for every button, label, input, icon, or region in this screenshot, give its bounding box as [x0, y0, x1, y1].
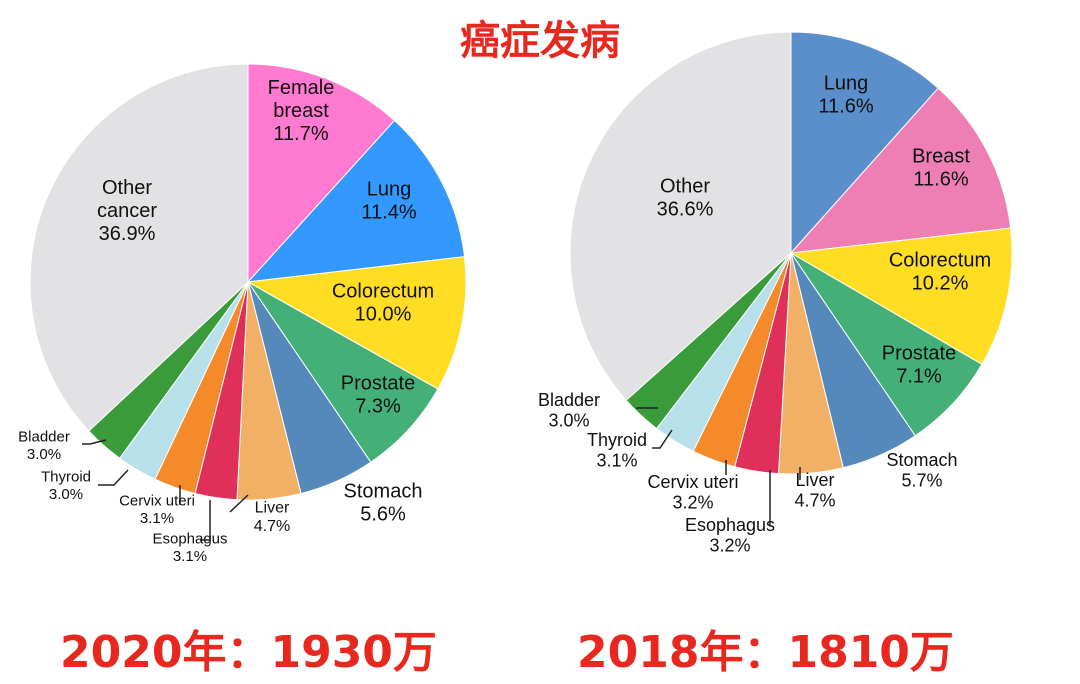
caption-2020: 2020年：1930万: [60, 627, 437, 678]
pie2020-slice-female-breast: [247, 63, 396, 284]
pie2018-label-esophagus: Esophagus 3.2%: [685, 515, 775, 556]
pie2018-label-liver: Liver 4.7%: [794, 470, 835, 511]
pie2020-label-other-cancer: Other cancer 36.9%: [97, 177, 157, 245]
pie2018-label-cervix-uteri: Cervix uteri 3.2%: [647, 472, 738, 513]
pie2018-slice-colorectum: [789, 227, 1013, 365]
pie2018-slice-breast: [789, 87, 1012, 254]
pie2020-leader-esophagus: [200, 500, 211, 541]
pie2020-label-colorectum: Colorectum 10.0%: [332, 281, 434, 326]
pie2018-label-other: Other 36.6%: [657, 176, 714, 221]
pie2020-label-female-breast: Female breast 11.7%: [268, 77, 335, 145]
pie2018-slice-other: [569, 31, 792, 401]
pie2020-label-liver: Liver 4.7%: [254, 499, 290, 534]
pie2018-leader-thyroid: [652, 429, 673, 449]
pie2020-label-prostate: Prostate 7.3%: [341, 373, 415, 418]
pie2020-label-lung: Lung 11.4%: [361, 179, 416, 224]
pie2018-label-thyroid: Thyroid 3.1%: [587, 430, 647, 471]
pie2018-label-stomach: Stomach 5.7%: [886, 450, 957, 491]
pie2018-slice-lung: [790, 31, 939, 255]
pie2020-slices: [29, 63, 467, 501]
pie2018-label-breast: Breast 11.6%: [912, 146, 970, 191]
pie2020-slice-prostate: [247, 281, 439, 463]
pie2018-label-bladder: Bladder 3.0%: [538, 390, 600, 431]
pie2020-leader-thyroid: [98, 469, 129, 486]
pie2020-label-thyroid: Thyroid 3.0%: [41, 469, 91, 503]
pie2018-label-prostate: Prostate 7.1%: [882, 343, 956, 388]
pie2020-leader-bladder: [82, 439, 107, 445]
pie2020-label-esophagus: Esophagus 3.1%: [152, 531, 227, 565]
pie2020-leader-liver: [229, 494, 249, 513]
pie2020-slice-colorectum: [246, 256, 467, 390]
pie2020-label-cervix-uteri: Cervix uteri 3.1%: [119, 493, 195, 527]
pie2018-slices: [569, 31, 1013, 475]
chart-title: 癌症发病: [460, 18, 620, 64]
pie2020-slice-lung: [246, 119, 466, 283]
pie2018-label-colorectum: Colorectum 10.2%: [889, 250, 991, 295]
pie2020-slice-other-cancer: [29, 63, 249, 432]
pie2020-label-bladder: Bladder 3.0%: [18, 429, 70, 463]
pie2018-label-lung: Lung 11.6%: [818, 73, 873, 118]
caption-2018: 2018年：1810万: [577, 627, 954, 678]
pie2020-label-stomach: Stomach 5.6%: [344, 481, 423, 526]
